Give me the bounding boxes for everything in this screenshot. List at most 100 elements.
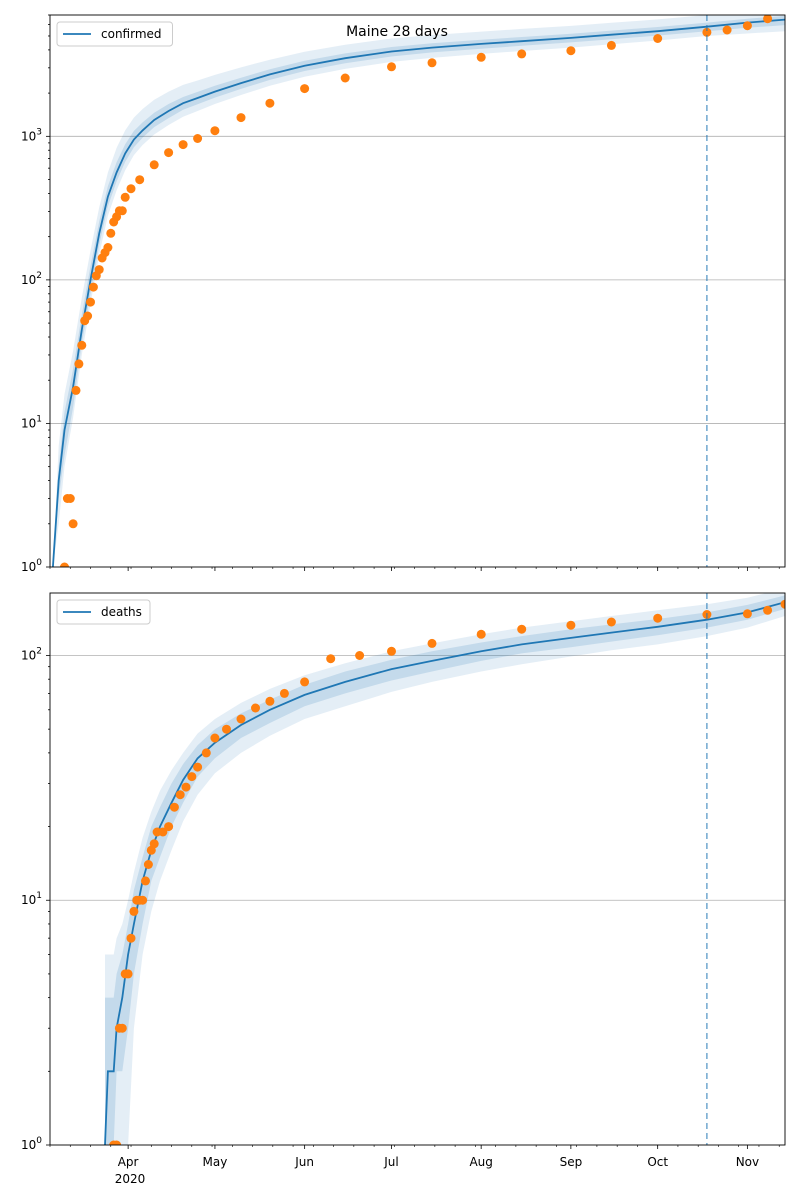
y-tick-label: 100 — [21, 1136, 42, 1152]
observed-point — [251, 703, 260, 713]
axes-frame — [49, 14, 786, 568]
observed-point — [65, 494, 75, 503]
observed-point — [476, 52, 486, 62]
observed-point — [265, 98, 275, 108]
observed-point — [606, 40, 616, 50]
observed-point — [129, 906, 139, 916]
y-tick-label: 100 — [21, 558, 42, 574]
observed-point — [210, 126, 220, 136]
observed-point — [126, 933, 136, 943]
plot-area — [104, 593, 785, 1145]
observed-point — [71, 385, 81, 395]
observed-point — [135, 175, 145, 185]
observed-point — [106, 228, 116, 238]
observed-point — [387, 62, 396, 72]
deaths-panel: 100 101 102 deaths — [21, 592, 786, 1152]
x-month-label: Apr — [118, 1155, 139, 1169]
x-axis-year-label: 2020 — [115, 1172, 146, 1186]
observed-point — [517, 49, 527, 59]
y-tick-label: 102 — [21, 271, 42, 287]
x-ticks — [49, 1145, 780, 1149]
observed-point — [653, 613, 663, 623]
observed-point — [181, 782, 191, 792]
observed-point — [427, 58, 437, 68]
observed-point — [117, 1023, 127, 1033]
observed-point — [476, 629, 486, 639]
observed-point — [123, 969, 133, 979]
observed-point — [763, 15, 773, 24]
observed-point — [265, 696, 275, 706]
observed-point — [120, 192, 130, 202]
observed-point — [143, 860, 153, 869]
observed-point — [279, 688, 289, 698]
observed-point — [86, 297, 95, 307]
observed-point — [158, 827, 168, 837]
observed-point — [138, 895, 148, 905]
observed-point — [387, 646, 396, 656]
x-month-label: Jun — [294, 1155, 314, 1169]
observed-point — [88, 282, 98, 292]
y-tick-label: 103 — [21, 127, 42, 143]
observed-point — [126, 184, 136, 194]
legend-box — [56, 21, 173, 47]
uncertainty-band — [105, 593, 785, 1145]
grid-lines — [50, 135, 785, 424]
observed-points — [109, 599, 785, 1145]
observed-point — [742, 609, 752, 619]
observed-point — [178, 140, 188, 150]
x-ticks — [49, 567, 780, 571]
observed-points — [60, 15, 773, 567]
observed-point — [193, 762, 203, 772]
observed-point — [566, 46, 576, 56]
legend-label: confirmed — [101, 27, 162, 41]
observed-point — [149, 839, 159, 849]
observed-point — [164, 822, 174, 832]
y-axis: 100 101 102 — [21, 646, 50, 1152]
chart-title: Maine 28 days — [346, 24, 448, 40]
axes-frame — [49, 592, 786, 1146]
observed-point — [653, 34, 663, 43]
x-month-label: Sep — [560, 1155, 583, 1169]
observed-point — [164, 148, 174, 158]
plot-area — [52, 15, 785, 567]
observed-point — [193, 134, 203, 143]
observed-point — [722, 25, 732, 35]
x-month-label: Nov — [736, 1155, 759, 1169]
observed-point — [763, 605, 773, 615]
observed-point — [94, 265, 104, 275]
observed-point — [187, 772, 197, 782]
x-month-label: Oct — [647, 1155, 668, 1169]
observed-point — [340, 73, 350, 83]
observed-point — [60, 562, 69, 567]
y-tick-label: 101 — [21, 891, 42, 907]
observed-point — [702, 27, 712, 37]
confirmed-panel: 100 101 102 103 confirmed — [21, 14, 786, 574]
observed-point — [83, 311, 93, 321]
legend-box — [56, 599, 151, 625]
observed-point — [201, 748, 211, 758]
observed-point — [517, 624, 527, 634]
observed-point — [149, 160, 159, 170]
legend: confirmed — [56, 21, 173, 47]
legend-label: deaths — [101, 605, 142, 619]
observed-point — [117, 206, 127, 216]
shared-x-axis: Apr May Jun Jul Aug Sep Oct Nov — [118, 1155, 759, 1169]
y-tick-label: 102 — [21, 646, 42, 662]
y-tick-label: 101 — [21, 414, 42, 430]
observed-point — [566, 620, 576, 630]
observed-point — [210, 733, 220, 743]
observed-point — [427, 638, 437, 648]
x-month-label: Jul — [383, 1155, 398, 1169]
observed-point — [300, 677, 310, 687]
x-month-label: May — [202, 1155, 227, 1169]
observed-point — [300, 84, 310, 94]
observed-point — [222, 724, 231, 734]
x-month-label: Aug — [469, 1155, 492, 1169]
observed-point — [355, 651, 365, 660]
observed-point — [780, 599, 785, 609]
y-axis: 100 101 102 103 — [21, 14, 50, 574]
observed-point — [112, 1140, 122, 1145]
observed-point — [74, 359, 84, 369]
grid-lines — [50, 655, 785, 901]
